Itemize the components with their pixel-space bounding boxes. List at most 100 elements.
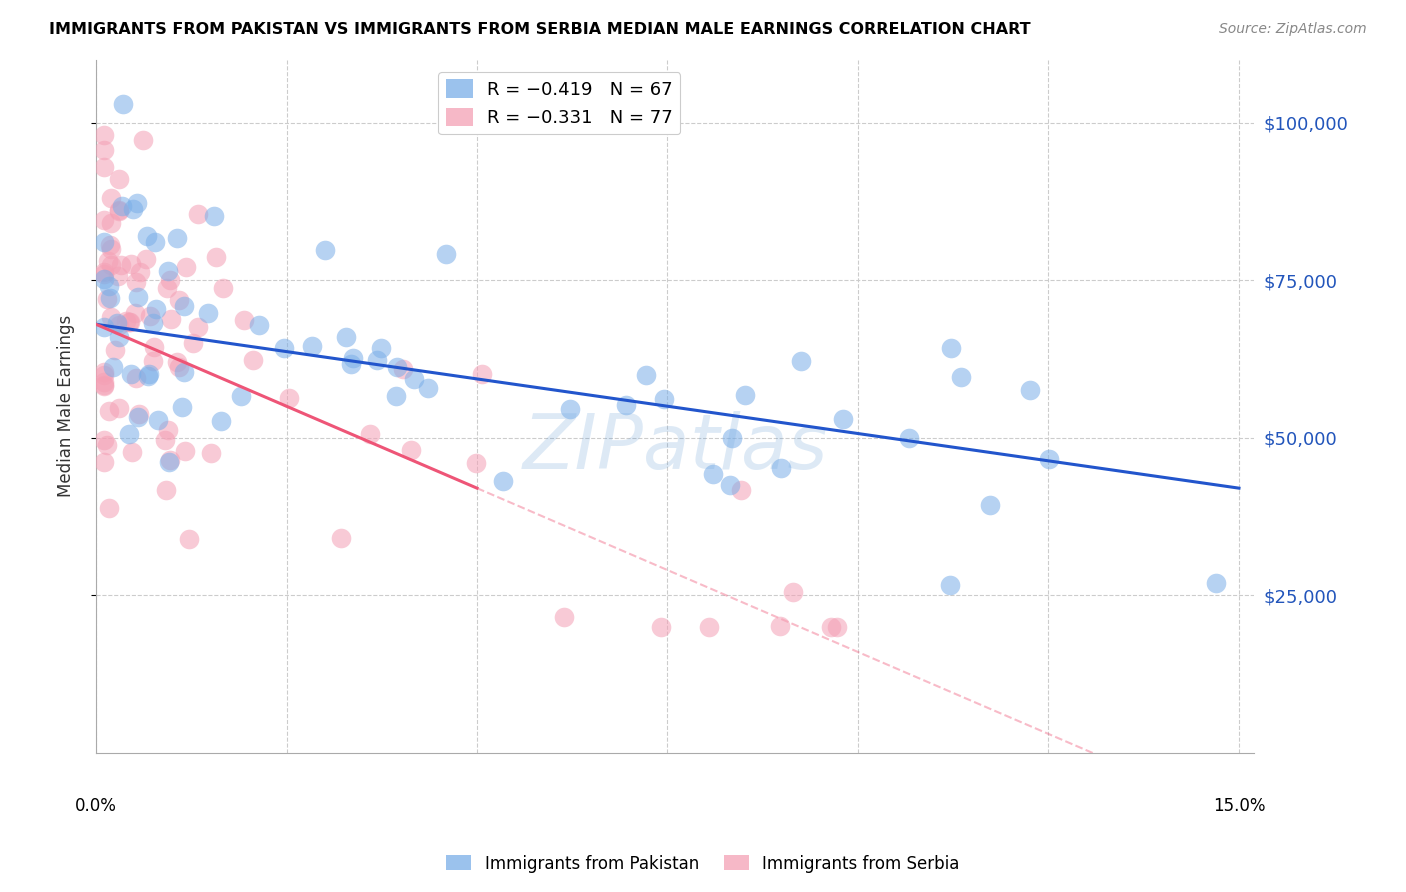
Point — [108, 172, 131, 186]
Point — [110, 258, 132, 272]
Point — [979, 498, 1001, 512]
Point — [471, 368, 494, 382]
Point — [464, 456, 486, 470]
Point — [247, 318, 270, 332]
Point — [155, 483, 177, 497]
Point — [120, 257, 142, 271]
Point — [939, 578, 962, 592]
Point — [825, 620, 848, 634]
Point — [614, 398, 637, 412]
Point — [118, 314, 141, 328]
Point — [93, 268, 115, 282]
Point — [650, 620, 672, 634]
Point — [93, 378, 115, 392]
Point — [125, 371, 148, 385]
Point — [157, 455, 180, 469]
Point — [100, 310, 122, 324]
Point — [121, 202, 143, 217]
Point — [831, 412, 853, 426]
Point — [401, 443, 423, 458]
Text: Source: ZipAtlas.com: Source: ZipAtlas.com — [1219, 22, 1367, 37]
Point — [100, 242, 122, 256]
Point — [242, 353, 264, 368]
Point — [118, 315, 141, 329]
Point — [697, 620, 720, 634]
Point — [121, 444, 143, 458]
Point — [301, 339, 323, 353]
Point — [93, 376, 115, 390]
Point — [112, 97, 135, 112]
Point — [135, 252, 157, 267]
Point — [734, 388, 756, 402]
Point — [107, 401, 129, 416]
Point — [211, 281, 233, 295]
Point — [93, 213, 115, 227]
Point — [1205, 575, 1227, 590]
Point — [177, 533, 200, 547]
Point — [143, 235, 166, 249]
Text: 0.0%: 0.0% — [75, 797, 117, 815]
Point — [93, 160, 115, 174]
Point — [128, 407, 150, 421]
Point — [143, 340, 166, 354]
Point — [108, 203, 131, 218]
Legend: R = −0.419   N = 67, R = −0.331   N = 77: R = −0.419 N = 67, R = −0.331 N = 77 — [439, 72, 681, 135]
Point — [96, 438, 118, 452]
Point — [156, 423, 179, 437]
Point — [370, 341, 392, 355]
Point — [721, 431, 744, 445]
Point — [148, 413, 170, 427]
Point — [166, 355, 188, 369]
Point — [229, 389, 252, 403]
Point — [173, 299, 195, 313]
Point — [181, 336, 204, 351]
Point — [98, 237, 121, 252]
Point — [434, 247, 457, 261]
Point — [342, 351, 364, 365]
Text: IMMIGRANTS FROM PAKISTAN VS IMMIGRANTS FROM SERBIA MEDIAN MALE EARNINGS CORRELAT: IMMIGRANTS FROM PAKISTAN VS IMMIGRANTS F… — [49, 22, 1031, 37]
Legend: Immigrants from Pakistan, Immigrants from Serbia: Immigrants from Pakistan, Immigrants fro… — [440, 848, 966, 880]
Point — [634, 368, 657, 383]
Point — [93, 144, 115, 158]
Point — [93, 433, 115, 447]
Point — [142, 316, 165, 330]
Point — [120, 367, 142, 381]
Point — [335, 330, 357, 344]
Point — [105, 316, 128, 330]
Point — [387, 360, 409, 375]
Point — [197, 306, 219, 320]
Point — [174, 444, 197, 458]
Point — [209, 414, 232, 428]
Point — [98, 279, 121, 293]
Point — [93, 272, 115, 286]
Point — [132, 133, 155, 147]
Point — [124, 306, 146, 320]
Point — [392, 362, 415, 376]
Point — [104, 343, 127, 358]
Point — [366, 353, 388, 368]
Point — [720, 478, 742, 492]
Point — [273, 341, 295, 355]
Point — [187, 320, 209, 334]
Point — [159, 273, 181, 287]
Point — [898, 431, 921, 445]
Point — [939, 341, 962, 355]
Point — [232, 312, 254, 326]
Point — [118, 427, 141, 442]
Point — [730, 483, 752, 497]
Point — [156, 264, 179, 278]
Point — [96, 292, 118, 306]
Point — [97, 253, 120, 268]
Point — [330, 531, 353, 545]
Point — [402, 372, 425, 386]
Point — [1038, 452, 1060, 467]
Point — [553, 609, 575, 624]
Point — [652, 392, 675, 406]
Point — [416, 381, 439, 395]
Point — [560, 401, 582, 416]
Point — [789, 353, 811, 368]
Point — [93, 235, 115, 249]
Point — [1018, 384, 1040, 398]
Point — [129, 265, 152, 279]
Point — [115, 314, 138, 328]
